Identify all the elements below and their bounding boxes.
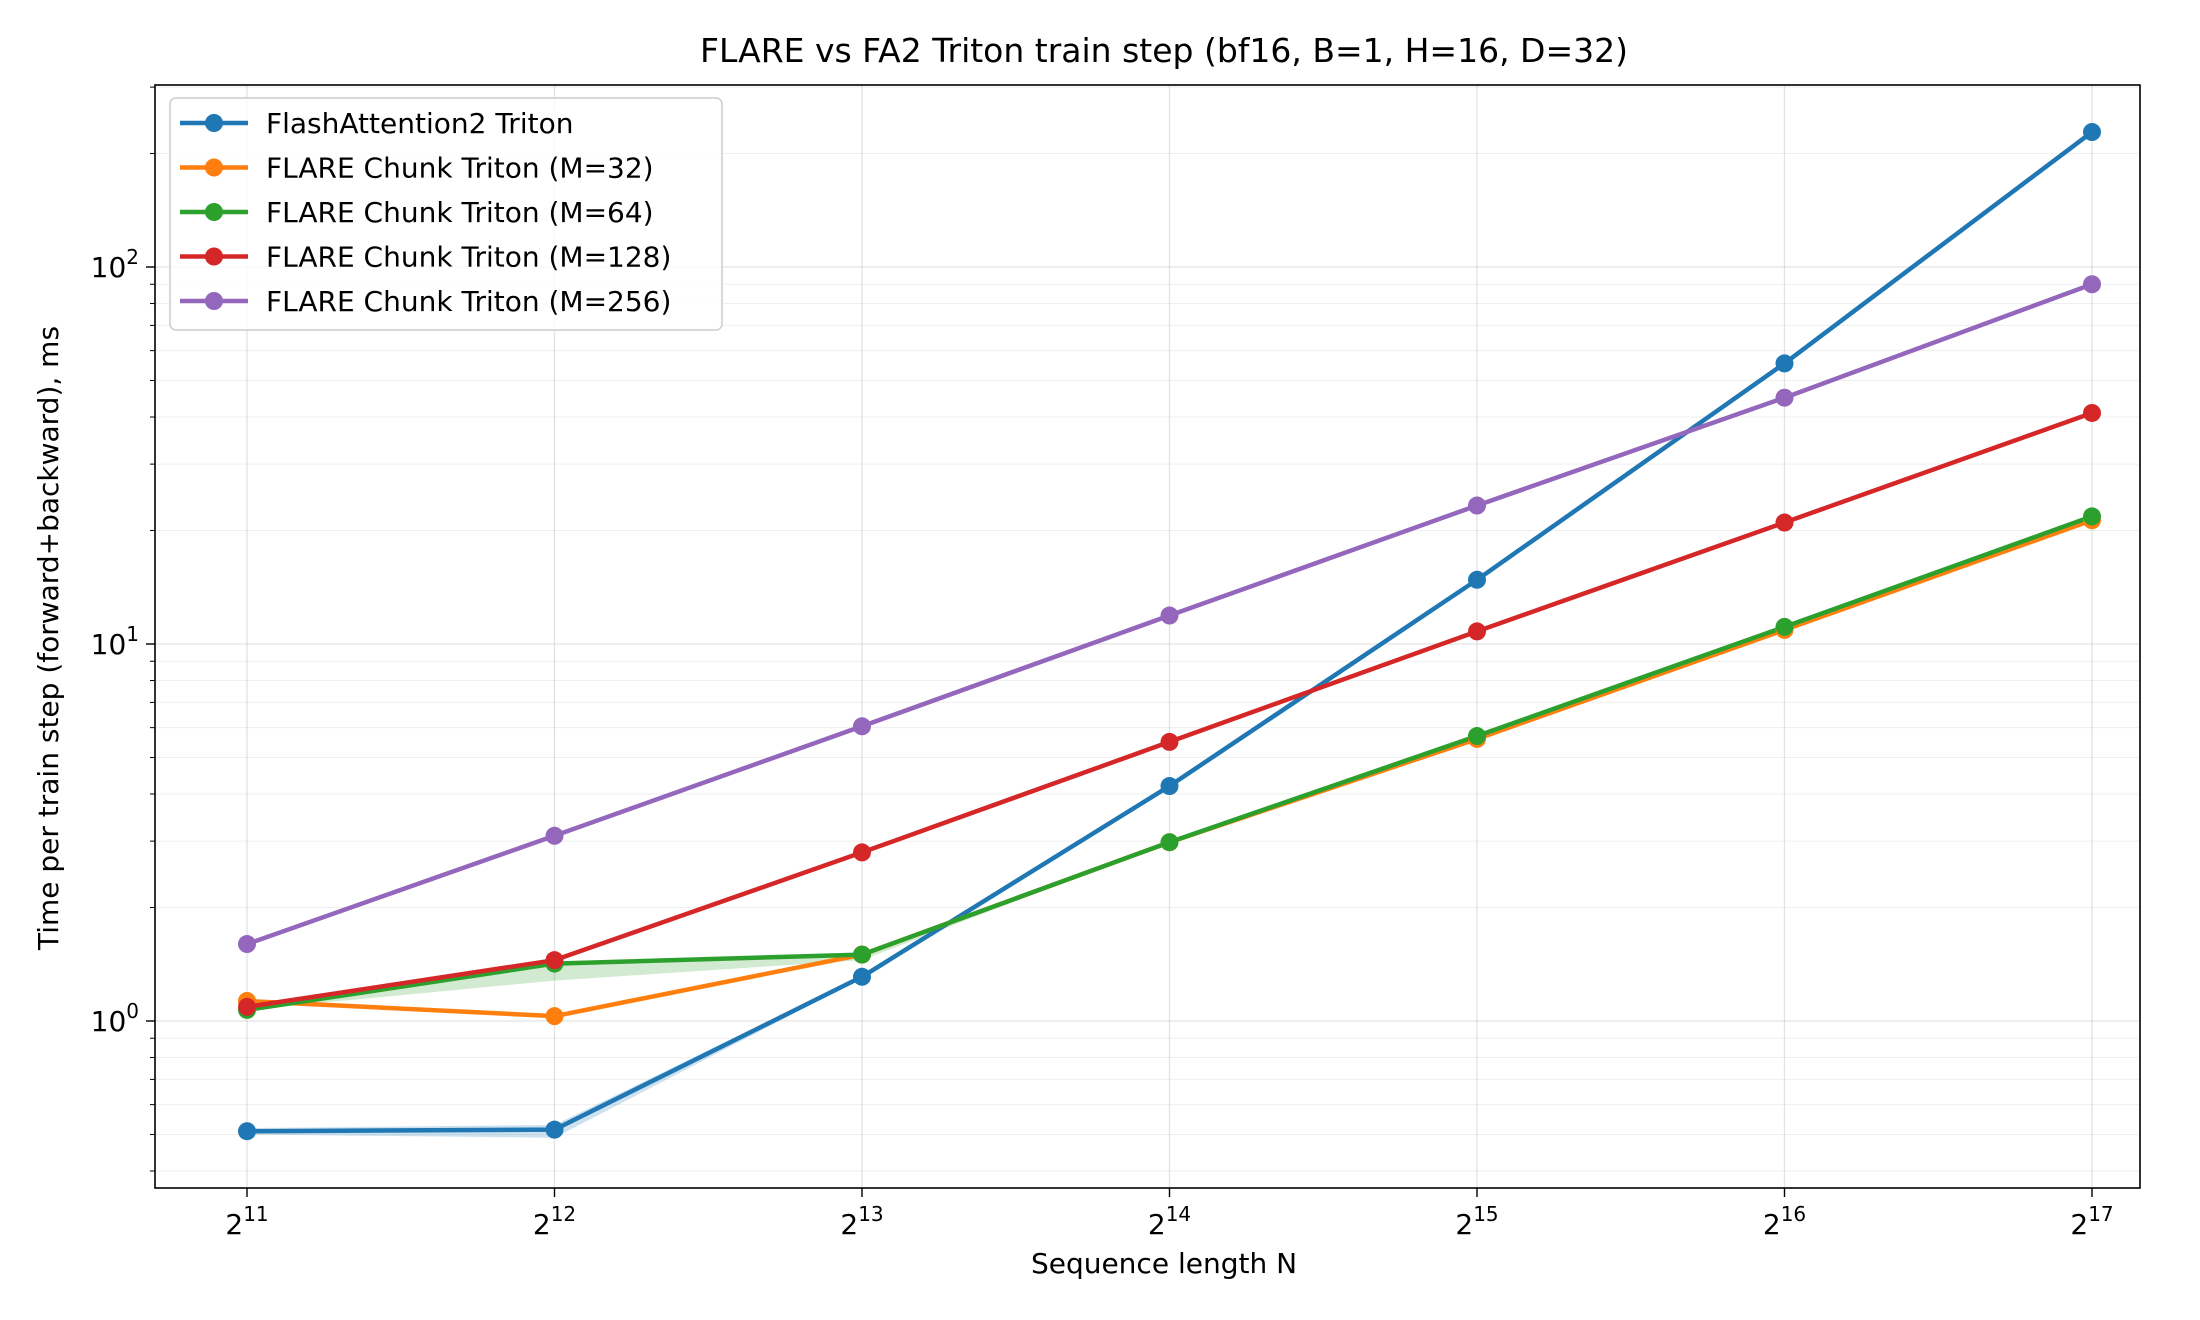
x-tick-label: 215 — [1455, 1202, 1498, 1241]
data-point-s4-4 — [1468, 496, 1486, 515]
legend-label-2: FLARE Chunk Triton (M=64) — [266, 196, 654, 229]
data-point-s2-5 — [1775, 617, 1794, 636]
y-ticks: 100 101 102 — [91, 86, 155, 1172]
data-point-s0-4 — [1468, 570, 1486, 589]
data-point-s0-1 — [545, 1120, 564, 1139]
legend: FlashAttention2 Triton FLARE Chunk Triton… — [169, 97, 723, 331]
legend-label-0: FlashAttention2 Triton — [266, 107, 573, 140]
grid — [155, 85, 2140, 1188]
data-point-s0-0 — [238, 1122, 256, 1141]
data-point-s4-0 — [238, 935, 256, 954]
data-point-s4-6 — [2083, 275, 2101, 294]
data-point-s0-3 — [1160, 777, 1179, 796]
chart-title: FLARE vs FA2 Triton train step (bf16, B=… — [700, 31, 1628, 70]
y-tick-label: 100 — [91, 999, 139, 1038]
data-point-s3-5 — [1775, 513, 1794, 532]
data-point-s0-6 — [2083, 123, 2101, 142]
legend-marker-1 — [205, 158, 223, 177]
data-point-s2-4 — [1468, 727, 1486, 746]
x-tick-label: 211 — [225, 1202, 268, 1241]
legend-marker-2 — [205, 203, 223, 221]
data-point-s4-5 — [1775, 388, 1794, 407]
data-point-s1-1 — [545, 1007, 564, 1026]
data-point-s3-2 — [853, 843, 871, 862]
data-point-s2-2 — [853, 945, 871, 964]
data-point-s4-2 — [853, 717, 871, 736]
data-point-s3-6 — [2083, 403, 2101, 422]
x-tick-label: 214 — [1148, 1202, 1191, 1241]
legend-marker-0 — [205, 114, 223, 132]
x-tick-label: 216 — [1763, 1202, 1806, 1241]
y-axis-label: Time per train step (forward+backward), … — [32, 326, 65, 951]
data-point-s3-0 — [238, 997, 256, 1016]
data-point-s4-1 — [545, 826, 564, 845]
series-points — [238, 123, 2101, 1141]
x-axis-label: Sequence length N — [1031, 1247, 1297, 1280]
x-tick-label: 217 — [2070, 1202, 2113, 1241]
legend-marker-4 — [205, 292, 223, 310]
y-tick-label: 102 — [91, 245, 139, 284]
x-tick-label: 213 — [840, 1202, 883, 1241]
y-tick-label: 101 — [91, 622, 139, 661]
legend-label-3: FLARE Chunk Triton (M=128) — [266, 241, 671, 274]
legend-marker-3 — [205, 247, 223, 266]
data-point-s4-3 — [1160, 606, 1179, 625]
data-point-s3-3 — [1160, 732, 1179, 751]
x-ticks: 211 212 213 214 215 216 217 — [225, 1188, 2114, 1241]
legend-label-4: FLARE Chunk Triton (M=256) — [266, 285, 671, 318]
data-point-s0-5 — [1775, 354, 1794, 373]
data-point-s3-1 — [545, 951, 564, 970]
data-point-s2-6 — [2083, 507, 2101, 526]
data-point-s2-3 — [1160, 833, 1179, 852]
data-point-s0-2 — [853, 967, 871, 986]
plot-frame — [154, 84, 2141, 1189]
legend-box — [169, 97, 723, 331]
legend-label-1: FLARE Chunk Triton (M=32) — [266, 152, 654, 185]
x-tick-label: 212 — [533, 1202, 576, 1241]
data-point-s3-4 — [1468, 622, 1486, 641]
